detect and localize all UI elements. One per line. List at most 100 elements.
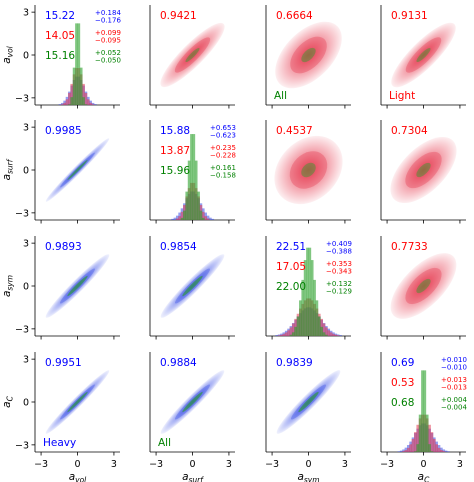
y-tick-label: 0: [23, 398, 29, 409]
panel-label-heavy: Heavy: [43, 437, 76, 449]
histogram-bar-light: [282, 333, 286, 336]
histogram-bar-all: [416, 444, 420, 452]
histogram-bar-light: [432, 438, 436, 452]
histogram-bar-light: [409, 444, 412, 452]
x-axis-label-C: aC: [418, 471, 430, 482]
histogram-bar-light: [70, 83, 74, 105]
contour-all-core: [67, 159, 88, 181]
histogram-bar-light: [89, 102, 92, 105]
estimate-value-heavy: 15.22: [45, 10, 75, 22]
estimate-minus-light: −0.228: [210, 152, 236, 160]
histogram-bar-light: [277, 335, 281, 336]
histogram-bar-all: [423, 370, 427, 452]
histogram-bar-light: [175, 218, 179, 220]
y-tick-label: 3: [23, 355, 29, 366]
x-tick-label: −3: [380, 459, 394, 470]
estimate-value-heavy: 15.88: [160, 125, 190, 137]
contour-all-core: [416, 47, 431, 63]
estimate-minus-heavy: −0.010: [441, 364, 467, 372]
x-tick-label: 0: [189, 459, 195, 470]
contour-light: [391, 22, 456, 88]
histogram-bar-heavy: [209, 217, 212, 220]
estimate-value-all: 22.00: [276, 281, 306, 293]
panel-label-all: All: [158, 437, 171, 449]
histogram-bar-all: [294, 326, 297, 336]
histogram-bar-heavy: [339, 335, 342, 336]
histogram-bar-all: [430, 451, 434, 452]
histogram-bar-heavy: [275, 335, 279, 336]
histogram-bar-light: [332, 333, 335, 336]
histogram-bar-all: [418, 414, 422, 452]
contour-all-core: [185, 47, 200, 63]
histogram-bar-all: [68, 104, 71, 105]
histogram-bar-light: [442, 451, 446, 452]
histogram-bar-light: [284, 332, 288, 336]
contour-heavy: [45, 254, 110, 318]
y-tick-label: −3: [15, 440, 29, 451]
histogram-bar-all: [310, 260, 314, 336]
correlation-light: 0.4537: [276, 125, 313, 137]
contour-all-core: [416, 278, 431, 294]
estimate-value-all: 0.68: [391, 397, 414, 409]
x-tick-label: −3: [265, 459, 279, 470]
estimate-minus-heavy: −0.176: [95, 17, 121, 25]
contour-all-core: [416, 162, 431, 178]
histogram-bar-light: [404, 450, 408, 452]
histogram-bar-light: [289, 327, 293, 336]
y-tick-label: −3: [15, 324, 29, 335]
estimate-minus-all: −0.158: [210, 172, 236, 180]
histogram-bar-heavy: [206, 215, 210, 220]
contour-light: [274, 135, 343, 205]
estimate-plus-light: +0.099: [95, 29, 121, 37]
histogram-bar-heavy: [211, 218, 215, 220]
histogram-bar-all: [82, 97, 85, 105]
histogram-bar-light: [406, 447, 410, 452]
histogram-bar-light: [65, 99, 69, 105]
y-axis-label-C: aC: [1, 395, 15, 407]
contour-inner: [174, 37, 211, 73]
estimate-minus-all: −0.129: [326, 288, 352, 296]
histogram-bar-heavy: [404, 447, 408, 452]
y-tick-label: 3: [23, 8, 29, 19]
x-axis-label-vol: avol: [69, 471, 87, 482]
x-axis-label-sym: asym: [297, 471, 319, 482]
contour-heavy: [276, 370, 341, 434]
histogram-bar-all: [180, 217, 184, 220]
histogram-bar-light: [84, 92, 88, 105]
histogram-bar-light: [428, 424, 431, 452]
histogram-bar-all: [313, 279, 316, 336]
histogram-bar-light: [430, 432, 434, 452]
correlation-heavy: 0.9839: [276, 357, 313, 369]
histogram-bar-all: [414, 451, 417, 452]
contour-inner: [405, 37, 442, 73]
histogram-bar-heavy: [277, 334, 281, 336]
panel-label-light: Light: [389, 90, 415, 102]
contour-heavy: [45, 138, 110, 202]
x-tick-label: 3: [111, 459, 117, 470]
histogram-bar-heavy: [336, 334, 340, 336]
correlation-heavy: 0.9854: [160, 241, 197, 253]
estimate-plus-heavy: +0.653: [210, 124, 236, 132]
contour-inner: [405, 151, 442, 189]
histogram-bar-heavy: [442, 449, 446, 452]
histogram-bar-all: [317, 316, 321, 336]
estimate-value-light: 14.05: [45, 30, 75, 42]
contour-all-core: [301, 47, 316, 63]
x-tick-label: 3: [457, 459, 463, 470]
histogram-bar-light: [204, 216, 207, 220]
histogram-bar-all: [79, 67, 83, 105]
histogram-bar-all: [75, 23, 78, 106]
y-tick-label: 0: [23, 282, 29, 293]
histogram-bar-light: [86, 99, 90, 105]
correlation-light: 0.7733: [391, 241, 428, 253]
histogram-bar-heavy: [171, 218, 174, 220]
histogram-bar-all: [308, 247, 312, 336]
estimate-value-all: 15.96: [160, 165, 190, 177]
histogram-bar-heavy: [399, 450, 403, 452]
contour-all-core: [67, 391, 88, 413]
histogram-bar-all: [201, 217, 205, 220]
contour-outer: [390, 136, 457, 204]
contour-light: [390, 136, 457, 204]
estimate-value-light: 13.87: [160, 145, 190, 157]
